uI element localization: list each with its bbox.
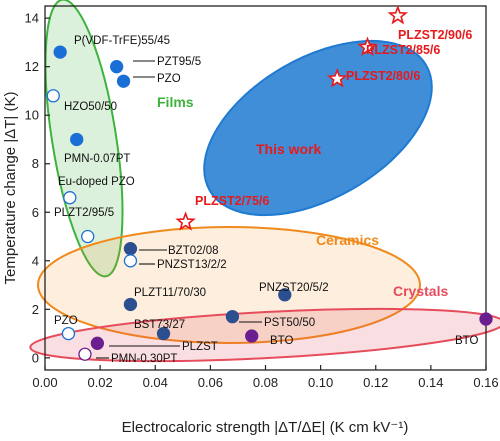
point-circle [90,336,105,350]
y-tick-label: 8 [32,156,39,171]
label-eu-pzo: Eu-doped PZO [58,176,135,188]
point-circle [278,288,292,302]
point-circle [78,347,92,361]
films-label: Films [157,94,194,110]
label-plzst: PLZST [182,341,218,353]
x-tick-label: 0.00 [32,375,57,390]
point-star [387,4,409,25]
label-bto-right: BTO [455,335,478,347]
y-tick-label: 6 [32,205,39,220]
point-circle [53,45,67,59]
point-circle [61,326,76,341]
label-plzst2-80-6: PLZST2/80/6 [346,69,420,83]
films-region [44,0,124,278]
x-tick-label: 0.10 [308,375,333,390]
point-star [326,68,348,88]
y-tick-label: 4 [32,253,39,268]
point-circle [225,309,240,324]
label-pmn-030pt: PMN-0.30PT [111,353,177,365]
x-axis-title: Electrocaloric strength |ΔT/ΔE| (K cm kV… [122,419,409,436]
point-circle [479,312,493,326]
point-circle [63,191,77,205]
label-plzst2-75-6: PLZST2/75/6 [195,194,269,208]
label-hzo50-50: HZO50/50 [64,101,117,113]
this-work-label: This work [256,141,322,157]
y-tick-label: 10 [25,108,39,123]
leader-lines [96,60,262,359]
point-circle [123,242,138,256]
label-pvdf: P(VDF-TrFE)55/45 [74,35,170,47]
this-work-region [203,39,433,217]
x-tick-label: 0.08 [253,375,278,390]
label-pst50: PST50/50 [264,317,315,329]
crystals-label: Crystals [393,283,448,299]
label-pzt95-5: PZT95/5 [157,56,201,68]
y-tick-label: 0 [32,350,39,365]
label-plzt11: PLZT11/70/30 [134,287,206,299]
label-pmn-007pt: PMN-0.07PT [64,153,130,165]
point-circle [46,89,60,103]
x-tick-label: 0.02 [87,375,112,390]
label-plzst2-85-6: PLZST2/85/6 [366,43,440,57]
x-tick-label: 0.16 [473,375,498,390]
label-pzo-film: PZO [157,73,181,85]
label-bzt02-08: BZT02/08 [168,245,219,257]
label-pzo-ceramic: PZO [54,315,78,327]
ceramics-label: Ceramics [316,232,379,248]
label-bto-mid: BTO [270,335,293,347]
point-star [175,211,196,231]
x-tick-label: 0.12 [363,375,388,390]
point-circle [110,60,124,74]
y-axis-title: Temperature change |ΔT| (K) [2,92,19,285]
data-points [46,4,493,361]
label-plzt2-95-5: PLZT2/95/5 [54,207,114,219]
point-circle [156,326,171,341]
point-circle [81,229,95,244]
label-pnzst13: PNZST13/2/2 [157,259,227,271]
point-star [357,36,378,56]
point-labels: P(VDF-TrFE)55/45 PZT95/5 PZO HZO50/50 PM… [54,28,478,365]
x-tick-label: 0.04 [143,375,168,390]
point-circle [123,254,138,268]
label-plzst2-90-6: PLZST2/90/6 [398,28,472,42]
x-tick-label: 0.14 [418,375,443,390]
point-circle [70,132,84,147]
label-pnzst20: PNZST20/5/2 [259,282,329,294]
point-circle [245,329,259,343]
x-tick-label: 0.06 [198,375,223,390]
axis-ticks: 0.00 0.02 0.04 0.06 0.08 0.10 0.12 0.14 0.16 0 2 4 6… [25,11,499,390]
y-tick-label: 2 [32,302,39,317]
y-tick-label: 14 [25,11,39,26]
y-tick-label: 12 [25,59,39,74]
crystals-region [29,307,500,363]
point-circle [123,297,138,312]
point-circle [116,74,131,88]
label-bst73: BST73/27 [134,319,185,331]
